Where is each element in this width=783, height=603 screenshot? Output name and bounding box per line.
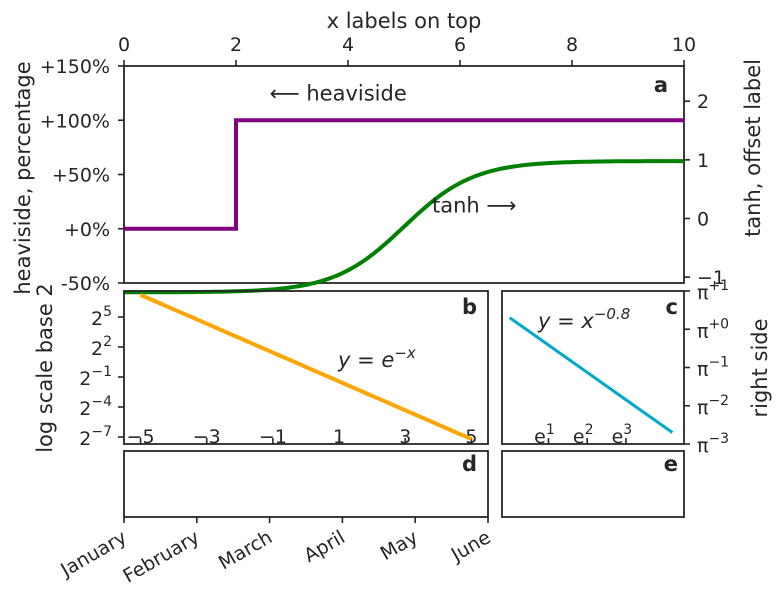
panel-a-xtick-label: 6 xyxy=(454,34,466,56)
panel-d-xtick-label: January xyxy=(56,526,130,582)
panel-b-ytick-label: 2−7 xyxy=(79,424,112,450)
panel-b-xtick-label: −5 xyxy=(127,426,155,448)
panel-c-ytick-label: π−2 xyxy=(697,393,729,419)
panel-e: e xyxy=(501,450,685,518)
panel-d-letter: d xyxy=(462,452,477,476)
panel-a-xtick-label: 10 xyxy=(672,34,696,56)
panel-a-ytick-right-label: 1 xyxy=(697,150,709,172)
panel-a-ytick-left-label: +150% xyxy=(40,56,110,78)
series-tanh-line xyxy=(124,159,684,295)
panel-b-annotation: y = e−x xyxy=(337,344,416,372)
panel-a-ylabel-right: tanh, offset label xyxy=(741,59,765,237)
panel-a-ytick-right-label: 0 xyxy=(697,208,709,230)
panel-c-letter: c xyxy=(666,295,678,319)
series-power-line xyxy=(508,316,674,434)
panel-a-ytick-right-label: −1 xyxy=(697,267,725,289)
annotation-heaviside: ⟵ heaviside xyxy=(270,82,407,106)
panel-c-ytick-label: π−1 xyxy=(697,355,729,381)
panel-b-xtick-label: 3 xyxy=(399,426,411,448)
panel-a-xtick-label: 0 xyxy=(118,34,130,56)
panel-a-ytick-right-label: 2 xyxy=(697,91,709,113)
panel-c-ytick-label: π−3 xyxy=(697,431,729,457)
panel-c-xtick-label: e1 xyxy=(534,422,555,448)
annotation-tanh: tanh ⟶ xyxy=(432,193,517,217)
panel-c-xtick-label: e3 xyxy=(612,422,633,448)
panel-b-ytick-label: 25 xyxy=(91,304,112,330)
panel-b-xtick-label: −3 xyxy=(193,426,221,448)
panel-a-xtick-label: 4 xyxy=(342,34,354,56)
panel-c-annotation: y = x−0.8 xyxy=(537,305,630,333)
panel-c-xtick-label: e2 xyxy=(573,422,594,448)
panel-c-ytick-label: π+0 xyxy=(697,316,729,342)
panel-a-ytick-left-label: +50% xyxy=(52,165,110,187)
panel-a-ytick-left-label: +100% xyxy=(40,110,110,132)
panel-c-ylabel: right side xyxy=(748,318,772,417)
panel-d-xtick-label: April xyxy=(300,526,349,567)
panel-b: log scale base 2 b 25 22 2−1 2−4 2−7 −5 −3 −1 1… xyxy=(33,283,489,453)
series-heaviside-line xyxy=(124,118,684,231)
panel-e-letter: e xyxy=(664,452,678,476)
panel-b-ytick-label: 2−4 xyxy=(79,394,112,420)
panel-b-ytick-label: 22 xyxy=(91,334,112,360)
panel-b-xtick-label: 1 xyxy=(333,426,345,448)
panel-d-xtick-label: March xyxy=(215,526,276,574)
series-exp-line xyxy=(139,293,473,441)
panel-a-letter: a xyxy=(654,73,668,97)
panel-d-xtick-label: May xyxy=(377,526,422,565)
panel-c-ytick-label: π+1 xyxy=(697,278,729,304)
panel-a: x labels on top heaviside, percentage ta… xyxy=(11,9,765,295)
panel-e-frame xyxy=(501,450,685,518)
panel-b-ylabel: log scale base 2 xyxy=(33,283,57,453)
panel-b-letter: b xyxy=(462,295,477,319)
panel-b-xtick-label: −1 xyxy=(259,426,287,448)
panel-b-ytick-label: 2−1 xyxy=(79,364,112,390)
panel-a-xtick-label: 2 xyxy=(230,34,242,56)
panel-a-ytick-left-label: -50% xyxy=(61,273,110,295)
panel-a-xlabel-top: x labels on top xyxy=(327,9,482,33)
panel-a-xtick-label: 8 xyxy=(566,34,578,56)
panel-c: right side c π+1 π+0 π−1 π−2 π−3 e1 e2 e3 y = … xyxy=(501,278,772,457)
panel-d-xtick-label: June xyxy=(447,526,495,566)
panel-a-ytick-left-label: +0% xyxy=(64,219,110,241)
panel-b-frame xyxy=(123,290,489,445)
panel-d-xtick-label: February xyxy=(119,526,203,587)
panel-d-frame xyxy=(123,450,489,518)
panel-a-ylabel-left: heaviside, percentage xyxy=(11,61,35,294)
